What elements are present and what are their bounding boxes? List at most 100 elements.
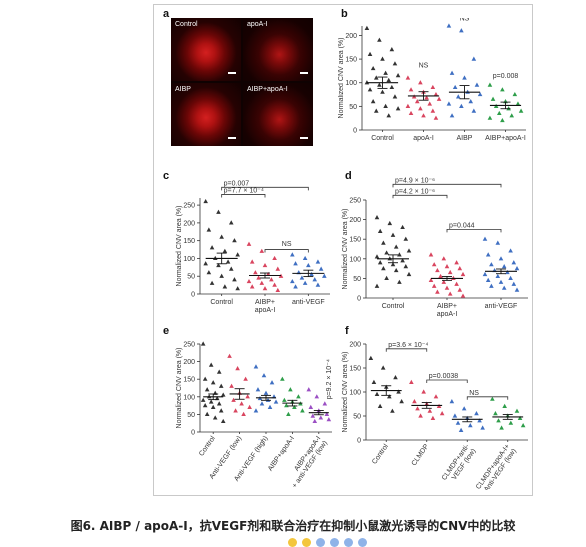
y-tick-label: 50 — [353, 414, 361, 421]
data-point — [514, 266, 520, 271]
data-point — [390, 232, 396, 237]
data-point — [210, 380, 216, 385]
y-tick-label: 200 — [345, 33, 357, 40]
significance-label: NS — [282, 241, 292, 248]
x-tick-label-line: Control — [198, 435, 217, 458]
data-point — [220, 418, 226, 424]
data-point — [293, 261, 298, 266]
x-tick-label: CLMDP+anti-VEGF (low) — [441, 443, 478, 487]
x-tick-label-line: Control — [382, 303, 405, 310]
data-point — [282, 397, 287, 402]
decor-dot — [302, 538, 311, 547]
data-point — [220, 392, 226, 397]
data-point — [430, 108, 436, 113]
significance-label: NS — [419, 63, 429, 70]
scale-bar — [300, 137, 308, 139]
data-point — [485, 252, 491, 257]
data-point — [427, 101, 433, 106]
micrograph-label: Control — [175, 21, 198, 28]
data-point — [326, 417, 332, 422]
data-point — [231, 397, 236, 402]
y-tick-label: 0 — [357, 438, 361, 445]
panel-letter-d: d — [345, 170, 352, 182]
y-tick-label: 150 — [349, 366, 361, 373]
y-tick-label: 250 — [183, 342, 195, 349]
data-point — [508, 420, 514, 425]
data-point — [482, 236, 488, 241]
data-point — [406, 248, 412, 253]
data-point — [449, 70, 455, 75]
data-point — [427, 408, 433, 413]
data-point — [380, 365, 386, 370]
data-point — [245, 394, 250, 399]
data-point — [322, 273, 327, 278]
data-point — [430, 84, 436, 90]
data-point — [414, 99, 420, 104]
data-point — [384, 275, 389, 280]
data-point — [243, 376, 248, 381]
data-point — [502, 403, 507, 408]
y-axis-label: Normalized CNV area (%) — [342, 209, 349, 290]
data-point — [384, 250, 389, 255]
x-tick-label: AIBP — [457, 135, 473, 142]
data-point — [457, 266, 463, 271]
data-point — [227, 353, 232, 358]
data-point — [373, 108, 379, 113]
data-point — [395, 106, 401, 111]
data-point — [449, 399, 455, 404]
data-point — [377, 82, 382, 87]
x-tick-label: Control — [382, 303, 405, 310]
micrograph-aibp-apoa-i: AIBP+apoA-I — [243, 83, 313, 146]
data-point — [418, 106, 423, 111]
data-point — [272, 282, 277, 287]
data-point — [267, 404, 273, 409]
data-point — [219, 273, 224, 278]
data-point — [318, 415, 324, 420]
data-point — [246, 241, 252, 246]
y-tick-label: 250 — [349, 198, 361, 205]
data-point — [235, 252, 240, 257]
y-tick-label: 100 — [183, 256, 195, 263]
data-point — [452, 413, 458, 418]
data-point — [367, 51, 373, 56]
data-point — [397, 279, 402, 284]
data-point — [222, 284, 228, 289]
data-point — [373, 75, 379, 80]
data-point — [487, 115, 493, 120]
y-axis-label: Normalized CNV area (%) — [176, 206, 183, 287]
data-point — [210, 404, 216, 409]
data-point — [216, 369, 222, 374]
data-point — [309, 271, 314, 277]
x-tick-label: Control — [198, 435, 217, 458]
data-point — [302, 255, 308, 261]
data-point — [275, 287, 281, 293]
data-point — [253, 364, 259, 369]
data-point — [471, 108, 477, 113]
data-point — [265, 397, 271, 402]
data-point — [431, 283, 437, 288]
data-point — [506, 106, 511, 111]
data-point — [431, 262, 437, 267]
data-point — [387, 220, 393, 226]
y-tick-label: 0 — [353, 128, 357, 135]
data-point — [371, 379, 377, 384]
x-tick-label: Control — [371, 135, 394, 142]
x-tick-label: Control — [371, 443, 390, 466]
data-point — [424, 95, 429, 100]
data-point — [468, 99, 474, 104]
data-point — [386, 77, 392, 82]
significance-label: p=7.7 × 10⁻⁴ — [224, 187, 264, 194]
data-point — [405, 103, 411, 108]
data-point — [322, 401, 328, 406]
data-point — [458, 427, 464, 432]
data-point — [393, 375, 398, 380]
decor-dot — [330, 538, 339, 547]
y-tick-label: 100 — [349, 256, 361, 263]
y-tick-label: 150 — [183, 238, 195, 245]
significance-label: p=0.008 — [493, 73, 519, 80]
data-point — [397, 252, 402, 257]
data-point — [255, 387, 261, 392]
data-point — [517, 415, 523, 420]
micrograph-label: apoA-I — [247, 21, 268, 28]
micrograph-apoa-i: apoA-I — [243, 18, 313, 81]
